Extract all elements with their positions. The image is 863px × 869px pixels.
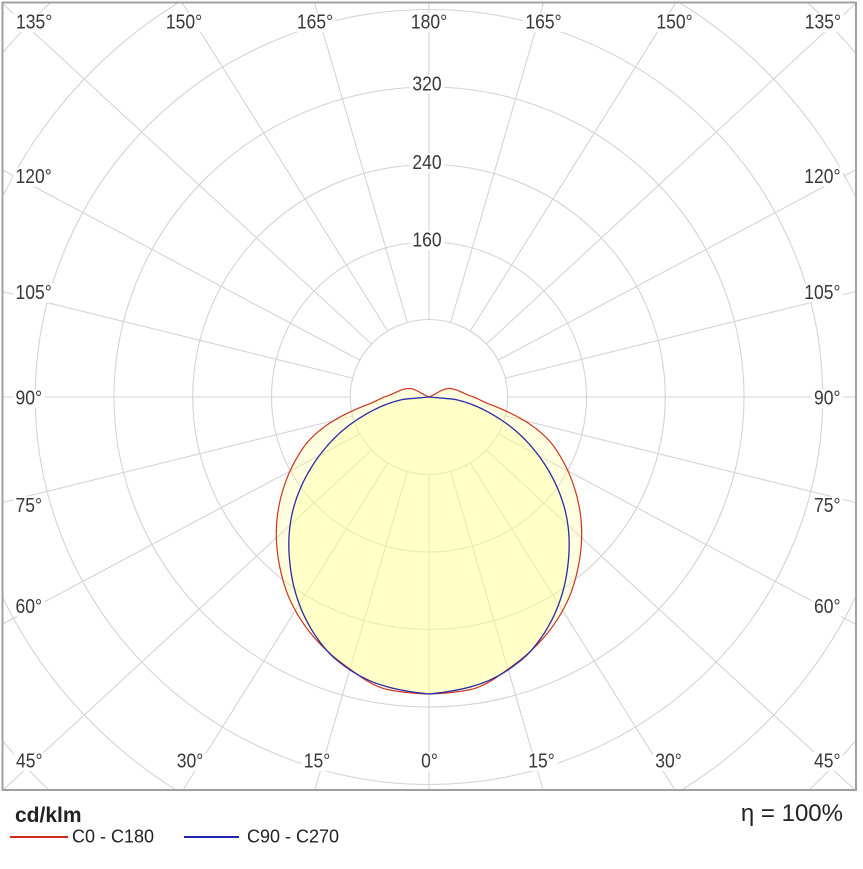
svg-text:C90 - C270: C90 - C270 <box>247 827 339 847</box>
svg-text:120°: 120° <box>804 166 840 188</box>
svg-text:150°: 150° <box>656 12 692 34</box>
svg-text:30°: 30° <box>655 751 682 773</box>
svg-text:160: 160 <box>412 230 441 252</box>
svg-text:75°: 75° <box>814 495 841 517</box>
svg-text:90°: 90° <box>814 388 841 410</box>
svg-text:165°: 165° <box>297 12 333 34</box>
svg-text:320: 320 <box>412 74 441 96</box>
svg-text:cd/klm: cd/klm <box>15 804 82 827</box>
svg-text:90°: 90° <box>16 388 43 410</box>
svg-text:135°: 135° <box>805 12 841 34</box>
svg-text:105°: 105° <box>16 282 52 304</box>
svg-text:15°: 15° <box>528 751 555 773</box>
svg-text:η = 100%: η = 100% <box>741 800 843 827</box>
svg-text:15°: 15° <box>304 751 331 773</box>
svg-text:120°: 120° <box>16 166 52 188</box>
svg-text:240: 240 <box>412 152 441 174</box>
svg-text:75°: 75° <box>16 495 43 517</box>
svg-text:150°: 150° <box>166 12 202 34</box>
svg-text:105°: 105° <box>804 282 840 304</box>
svg-text:135°: 135° <box>16 12 52 34</box>
svg-text:C0 - C180: C0 - C180 <box>72 827 154 847</box>
svg-text:45°: 45° <box>16 751 43 773</box>
svg-text:45°: 45° <box>814 751 841 773</box>
svg-text:165°: 165° <box>525 12 561 34</box>
svg-text:60°: 60° <box>16 596 43 618</box>
svg-text:60°: 60° <box>814 596 841 618</box>
svg-text:180°: 180° <box>411 12 447 34</box>
svg-text:30°: 30° <box>177 751 204 773</box>
svg-text:0°: 0° <box>421 751 438 773</box>
